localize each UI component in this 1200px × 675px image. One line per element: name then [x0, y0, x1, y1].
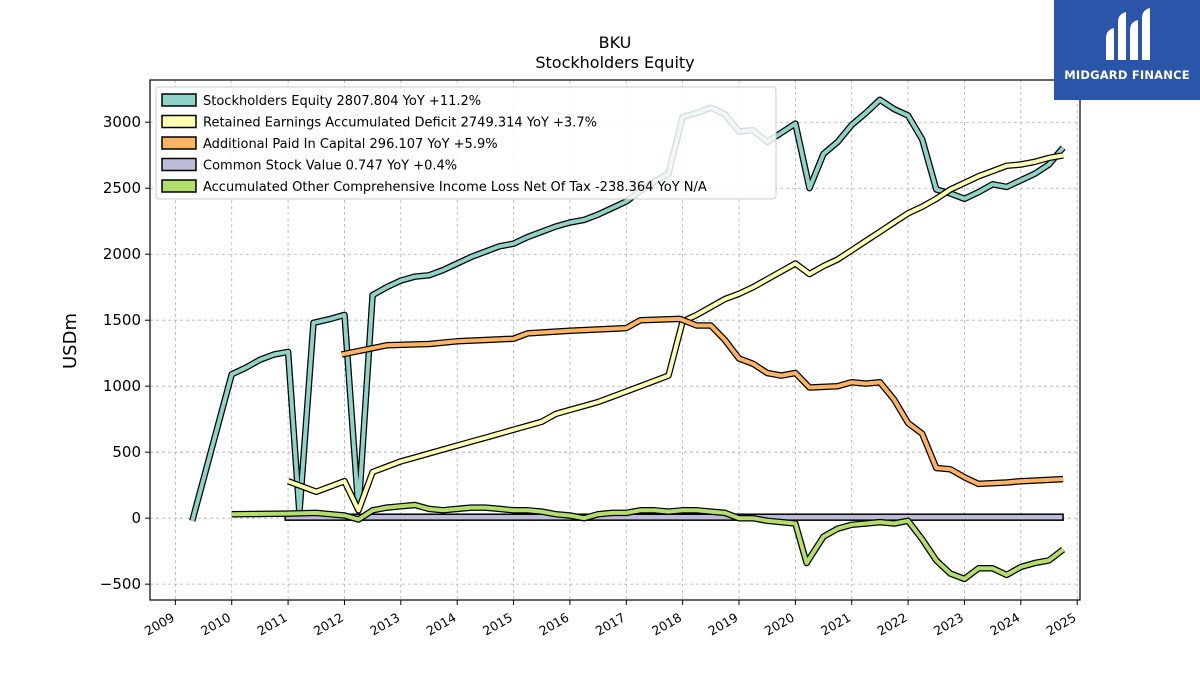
legend-swatch	[161, 114, 197, 129]
y-axis-label: USDm	[60, 313, 81, 369]
chart-subtitle: Stockholders Equity	[535, 53, 694, 72]
x-tick-label: 2012	[311, 610, 346, 639]
legend-swatch	[161, 93, 197, 107]
y-tick-label: 3000	[103, 113, 141, 131]
legend: Stockholders Equity 2807.804 YoY +11.2% R…	[155, 86, 777, 200]
legend-entry: Stockholders Equity 2807.804 YoY +11.2%	[203, 94, 481, 109]
chart-title: BKU	[599, 33, 632, 52]
x-tick-label: 2018	[649, 610, 684, 639]
series-retained-earnings-accumulated-deficit	[287, 153, 1064, 513]
x-tick-label: 2011	[255, 610, 290, 639]
plot-frame	[149, 79, 1081, 601]
y-tick-label: 0	[131, 509, 141, 527]
series-common-stock-value	[284, 513, 1064, 521]
x-tick-label: 2024	[987, 610, 1022, 639]
legend-swatch	[161, 136, 197, 150]
legend-swatch	[161, 179, 197, 193]
y-tick-label: 1500	[103, 311, 141, 329]
legend-entry: Retained Earnings Accumulated Deficit 27…	[203, 116, 597, 131]
x-tick-label: 2017	[593, 610, 628, 639]
logo-text: MIDGARD FINANCE	[1064, 68, 1190, 82]
x-tick-label: 2013	[367, 610, 402, 639]
x-tick-label: 2014	[424, 610, 459, 639]
x-tick-label: 2019	[705, 610, 740, 639]
legend-box	[155, 86, 777, 200]
x-axis: 2009 2010 2011 2012 2013 2014 2015 2016 2017 2018…	[142, 600, 1079, 639]
y-tick-label: −500	[100, 575, 141, 593]
series-additional-paid-in-capital	[341, 316, 1064, 486]
y-tick-label: 500	[112, 443, 141, 461]
legend-swatch	[161, 157, 197, 172]
x-tick-label: 2016	[536, 610, 571, 639]
x-tick-label: 2020	[762, 610, 797, 639]
legend-entry: Accumulated Other Comprehensive Income L…	[203, 180, 707, 195]
y-tick-label: 2000	[103, 245, 141, 263]
logo-mark-icon	[1106, 8, 1150, 60]
y-axis: −500 0 500 1000 1500 2000 2500 3000	[100, 113, 150, 593]
x-tick-label: 2021	[818, 610, 853, 639]
x-tick-label: 2025	[1044, 610, 1079, 639]
legend-entry: Common Stock Value 0.747 YoY +0.4%	[203, 159, 457, 174]
legend-entry: Additional Paid In Capital 296.107 YoY +…	[203, 137, 498, 152]
x-tick-label: 2015	[480, 610, 515, 639]
x-tick-label: 2010	[198, 610, 233, 639]
x-tick-label: 2022	[875, 610, 910, 639]
y-tick-label: 2500	[103, 179, 141, 197]
x-tick-label: 2023	[931, 610, 966, 639]
midgard-finance-logo: MIDGARD FINANCE	[1054, 0, 1200, 100]
x-tick-label: 2009	[142, 610, 177, 639]
series-outline-retained-earnings-accumulated-deficit	[286, 152, 1064, 514]
y-tick-label: 1000	[103, 377, 141, 395]
series-accumulated-other-comprehensive-income-loss-net-of-tax	[231, 503, 1065, 581]
